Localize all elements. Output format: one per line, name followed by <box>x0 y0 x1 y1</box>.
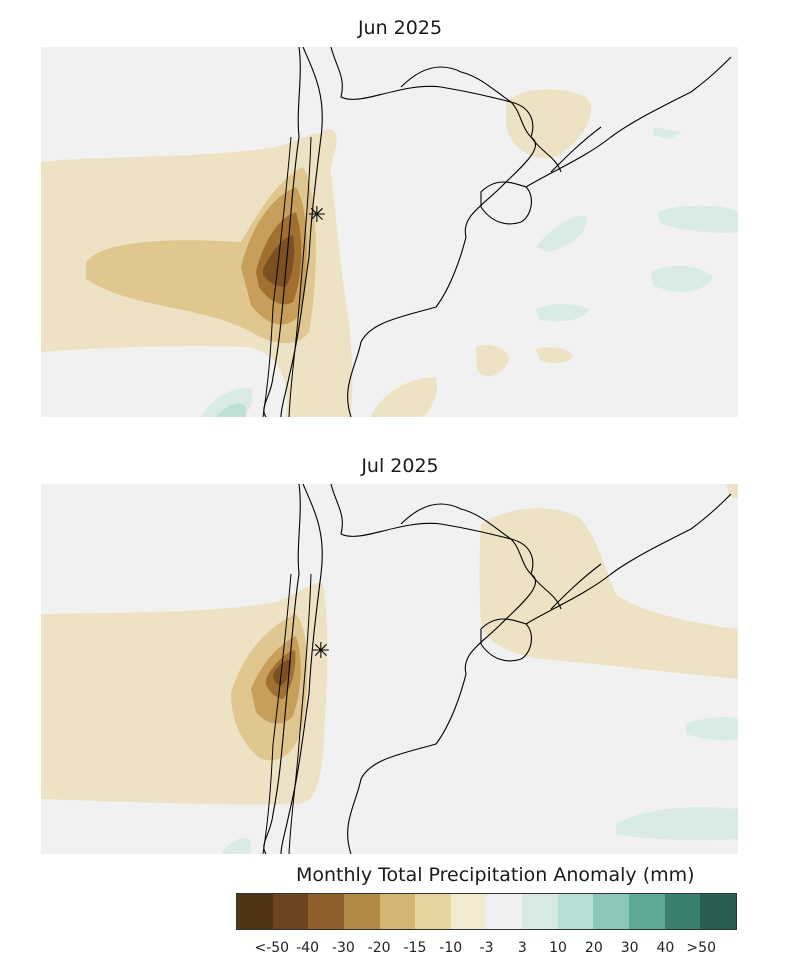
country-borders <box>263 47 732 417</box>
panel-title-jun: Jun 2025 <box>357 17 443 39</box>
colorbar-swatch <box>700 894 736 929</box>
anomaly-region-wet-3 <box>536 216 587 252</box>
colorbar-tick-label: 10 <box>549 940 567 956</box>
colorbar-swatch <box>415 894 451 929</box>
anomaly-region-wet-4 <box>536 304 589 322</box>
colorbar-swatch <box>486 894 523 929</box>
colorbar-swatch <box>629 894 665 929</box>
colorbar-tick-labels: <-50 -40 -30 -20 -15 -10 -3 3 10 20 30 40 >50 <box>236 940 737 960</box>
anomaly-region-dry-light-2 <box>479 508 738 679</box>
anomaly-region-dry-light-4 <box>506 89 592 158</box>
anomaly-region-wet-2 <box>216 403 246 417</box>
country-borders <box>263 484 732 854</box>
colorbar-swatch <box>379 894 416 929</box>
colorbar-tick-label: 20 <box>584 940 603 956</box>
anomaly-region-wet-7 <box>653 127 681 139</box>
andes-chile-outline <box>262 573 312 854</box>
colorbar-swatch <box>450 894 487 929</box>
anomaly-region-dry-light-3 <box>371 377 438 417</box>
colorbar-tick-label: -40 <box>296 940 319 956</box>
colorbar-tick-label: 40 <box>656 940 675 956</box>
asterisk-station-marker: ✳ <box>312 639 330 664</box>
colorbar-swatch <box>557 894 594 929</box>
colorbar-swatch <box>522 894 558 929</box>
colorbar-swatch <box>343 894 380 929</box>
colorbar-swatch <box>593 894 630 929</box>
precip-anomaly-map-jun: ✳ <box>41 47 738 417</box>
anomaly-region-dry-40 <box>273 659 291 686</box>
colorbar-tick-label: 3 <box>517 940 527 956</box>
precip-anomaly-map-jul: ✳ <box>41 484 738 854</box>
asterisk-station-marker: ✳ <box>308 203 326 228</box>
anomaly-region-wet-5 <box>659 205 738 233</box>
anomaly-region-dry-light-5 <box>476 344 509 377</box>
anomaly-region-wet-3 <box>221 838 251 854</box>
anomaly-region-dry-light-6 <box>536 347 573 364</box>
colorbar-tick-label: -30 <box>331 940 355 956</box>
colorbar-tick-label: -20 <box>367 940 391 956</box>
colorbar-tick-label: 30 <box>620 940 639 956</box>
colorbar-swatch <box>237 894 273 929</box>
colorbar-tick-label: -3 <box>479 940 494 956</box>
anomaly-region-dry-light-2 <box>321 128 337 197</box>
andes-chile-outline <box>262 136 312 417</box>
colorbar <box>236 893 737 930</box>
colorbar-tick-label: <-50 <box>254 940 290 956</box>
colorbar-swatch <box>308 894 344 929</box>
anomaly-region-wet-1 <box>616 807 738 841</box>
anomaly-region-wet-6 <box>651 265 713 292</box>
colorbar-tick-label: -10 <box>439 940 463 956</box>
anomaly-region-wet-2 <box>686 717 738 741</box>
colorbar-swatch <box>272 894 309 929</box>
colorbar-tick-label: >50 <box>686 940 716 956</box>
panel-title-jul: Jul 2025 <box>361 455 439 477</box>
colorbar-swatch <box>664 894 701 929</box>
colorbar-tick-label: -15 <box>403 940 427 956</box>
colorbar-title: Monthly Total Precipitation Anomaly (mm) <box>296 864 695 886</box>
